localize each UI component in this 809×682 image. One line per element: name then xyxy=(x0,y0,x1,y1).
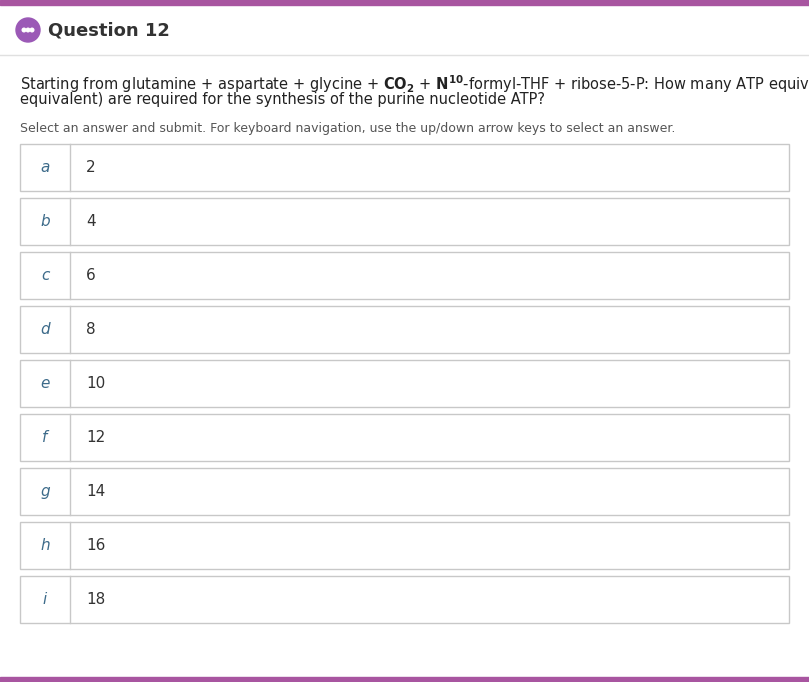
Circle shape xyxy=(22,28,26,32)
Text: g: g xyxy=(40,484,50,499)
Text: a: a xyxy=(40,160,49,175)
Text: Select an answer and submit. For keyboard navigation, use the up/down arrow keys: Select an answer and submit. For keyboar… xyxy=(20,122,676,135)
Text: b: b xyxy=(40,214,50,229)
Text: Starting from glutamine + aspartate + glycine + $\mathbf{CO_2}$ + $\mathbf{N^{10: Starting from glutamine + aspartate + gl… xyxy=(20,73,809,95)
Text: 8: 8 xyxy=(86,322,95,337)
FancyBboxPatch shape xyxy=(20,468,789,515)
Text: h: h xyxy=(40,538,50,553)
FancyBboxPatch shape xyxy=(20,414,789,461)
Text: e: e xyxy=(40,376,49,391)
Circle shape xyxy=(16,18,40,42)
Text: 14: 14 xyxy=(86,484,105,499)
Bar xyxy=(0,0,809,5)
Text: i: i xyxy=(43,592,47,607)
Text: 12: 12 xyxy=(86,430,105,445)
Text: 10: 10 xyxy=(86,376,105,391)
Circle shape xyxy=(30,28,34,32)
Text: d: d xyxy=(40,322,50,337)
FancyBboxPatch shape xyxy=(20,306,789,353)
FancyBboxPatch shape xyxy=(20,522,789,569)
Text: 4: 4 xyxy=(86,214,95,229)
Text: equivalent) are required for the synthesis of the purine nucleotide ATP?: equivalent) are required for the synthes… xyxy=(20,92,545,107)
Text: f: f xyxy=(42,430,48,445)
Text: 18: 18 xyxy=(86,592,105,607)
FancyBboxPatch shape xyxy=(20,144,789,191)
Text: 6: 6 xyxy=(86,268,95,283)
Text: 16: 16 xyxy=(86,538,105,553)
FancyBboxPatch shape xyxy=(20,198,789,245)
Text: Question 12: Question 12 xyxy=(48,21,170,39)
Text: c: c xyxy=(40,268,49,283)
FancyBboxPatch shape xyxy=(20,252,789,299)
Circle shape xyxy=(26,28,30,32)
Bar xyxy=(0,677,809,682)
FancyBboxPatch shape xyxy=(20,576,789,623)
Text: 2: 2 xyxy=(86,160,95,175)
FancyBboxPatch shape xyxy=(20,360,789,407)
